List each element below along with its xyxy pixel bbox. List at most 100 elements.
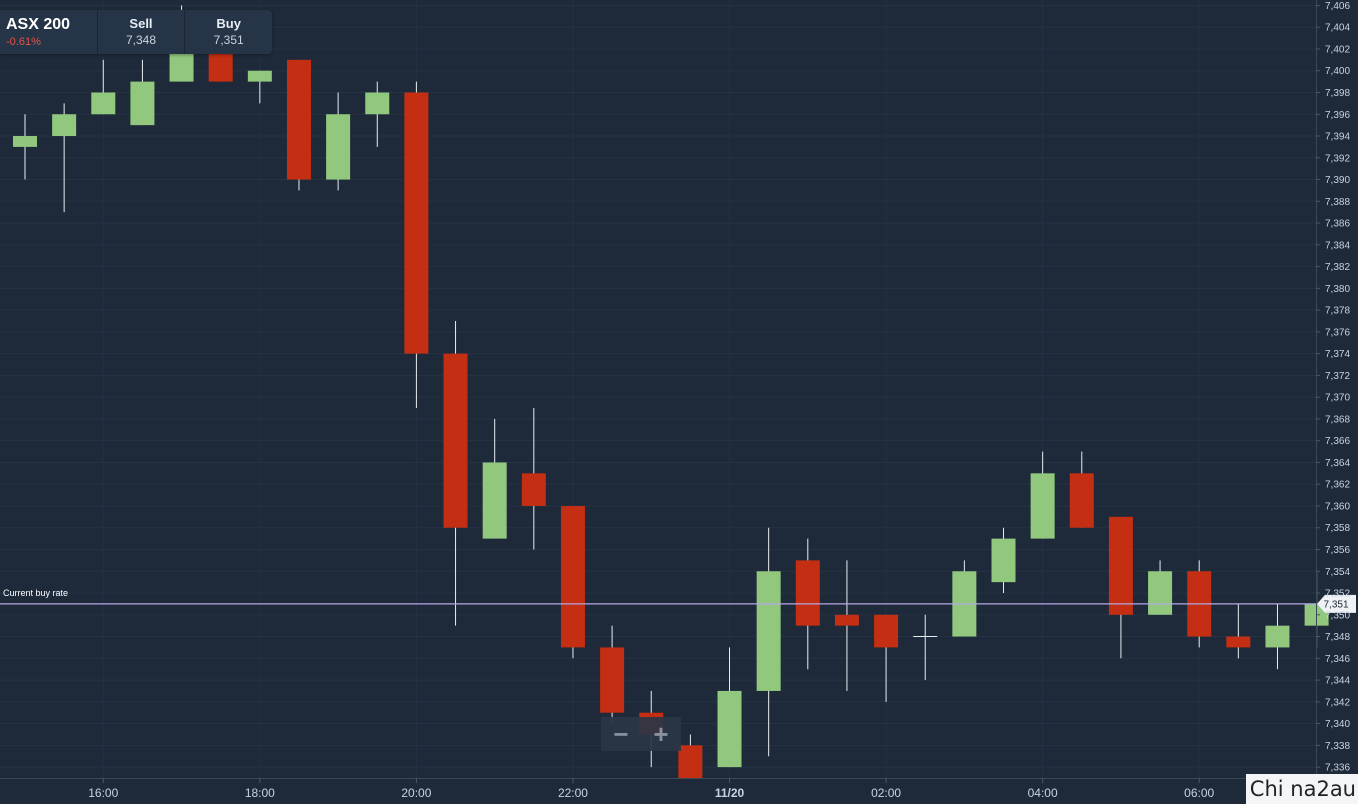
y-tick-label: 7,350 bbox=[1325, 610, 1350, 621]
candle-body bbox=[482, 462, 507, 539]
y-tick-label: 7,344 bbox=[1325, 676, 1350, 687]
y-tick-label: 7,398 bbox=[1325, 88, 1350, 99]
y-tick-label: 7,336 bbox=[1325, 763, 1350, 774]
y-tick-label: 7,386 bbox=[1325, 219, 1350, 230]
candle-body bbox=[560, 505, 585, 648]
x-tick-label: 04:00 bbox=[1028, 786, 1058, 800]
candle bbox=[874, 614, 899, 702]
x-tick-label: 16:00 bbox=[88, 786, 118, 800]
sell-price: 7,348 bbox=[125, 33, 156, 47]
candle bbox=[1108, 516, 1133, 659]
zoom-controls: − + bbox=[601, 717, 681, 751]
y-tick-label: 7,400 bbox=[1325, 66, 1350, 77]
y-tick-label: 7,360 bbox=[1325, 501, 1350, 512]
y-tick-label: 7,366 bbox=[1325, 436, 1350, 447]
y-tick-label: 7,390 bbox=[1325, 175, 1350, 186]
watermark-text: Chi na2au bbox=[1245, 774, 1358, 804]
current-rate-badge bbox=[1317, 594, 1356, 613]
candle-body bbox=[1265, 625, 1290, 648]
y-tick-label: 7,384 bbox=[1325, 240, 1350, 251]
candle bbox=[521, 408, 546, 550]
candle bbox=[286, 59, 311, 191]
candle bbox=[717, 647, 742, 768]
candle-body bbox=[678, 745, 703, 778]
zoom-out-button[interactable]: − bbox=[613, 718, 629, 749]
candle bbox=[482, 418, 507, 539]
y-tick-label: 7,404 bbox=[1325, 23, 1350, 34]
y-tick-label: 7,394 bbox=[1325, 132, 1350, 143]
candle bbox=[443, 320, 468, 626]
candle bbox=[600, 625, 625, 724]
candle-body bbox=[13, 136, 37, 147]
candle-body bbox=[52, 114, 77, 137]
candle bbox=[326, 92, 351, 191]
grid-lines bbox=[0, 4, 1316, 768]
candle-body bbox=[756, 571, 781, 691]
y-tick-label: 7,362 bbox=[1325, 480, 1350, 491]
candle-body bbox=[326, 114, 351, 180]
candle-body bbox=[717, 690, 742, 768]
candle-body bbox=[404, 92, 429, 354]
candle bbox=[795, 538, 820, 670]
candle-body bbox=[91, 92, 116, 115]
candle bbox=[560, 505, 585, 659]
sell-button[interactable]: Sell 7,348 bbox=[96, 10, 185, 54]
candle-body bbox=[443, 353, 468, 528]
y-tick-label: 7,392 bbox=[1325, 153, 1350, 164]
y-tick-label: 7,354 bbox=[1325, 567, 1350, 578]
candle bbox=[991, 527, 1016, 594]
candles bbox=[13, 5, 1329, 778]
candle bbox=[13, 114, 37, 180]
candle bbox=[404, 81, 429, 409]
candle bbox=[130, 59, 155, 126]
candle bbox=[1226, 603, 1251, 659]
candle bbox=[678, 734, 703, 778]
candle-body bbox=[1030, 473, 1055, 539]
candle-body bbox=[365, 92, 390, 115]
candle-body bbox=[834, 614, 859, 626]
y-tick-label: 7,358 bbox=[1325, 523, 1350, 534]
sell-label: Sell bbox=[129, 16, 153, 31]
buy-button[interactable]: Buy 7,351 bbox=[184, 10, 272, 54]
current-rate-label: Current buy rate bbox=[3, 588, 68, 598]
y-tick-label: 7,388 bbox=[1325, 197, 1350, 208]
y-axis: 7,336 7,338 7,340 7,342 7,344 7,346 7,348 7,350… bbox=[1316, 0, 1350, 778]
x-tick-label: 06:00 bbox=[1184, 786, 1214, 800]
y-tick-label: 7,338 bbox=[1325, 741, 1350, 752]
x-tick-label: 02:00 bbox=[871, 786, 901, 800]
quote-panel: ASX 200 -0.61% Sell 7,348 Buy 7,351 bbox=[0, 10, 272, 54]
y-tick-label: 7,372 bbox=[1325, 371, 1350, 382]
candle bbox=[1148, 560, 1173, 615]
zoom-in-button[interactable]: + bbox=[653, 718, 669, 749]
candle bbox=[365, 81, 390, 147]
y-tick-label: 7,364 bbox=[1325, 458, 1350, 469]
candle-body bbox=[1226, 636, 1251, 648]
y-tick-label: 7,368 bbox=[1325, 414, 1350, 425]
candle-body bbox=[521, 473, 546, 506]
candle-body bbox=[600, 647, 625, 713]
y-tick-label: 7,402 bbox=[1325, 44, 1350, 55]
x-tick-label: 11/20 bbox=[715, 786, 745, 800]
candle bbox=[52, 103, 77, 213]
y-tick-label: 7,370 bbox=[1325, 393, 1350, 404]
price-change: -0.61% bbox=[6, 35, 41, 48]
current-rate-line: Current buy rate 7,351 bbox=[0, 588, 1356, 613]
candle bbox=[913, 614, 938, 681]
y-tick-label: 7,376 bbox=[1325, 327, 1350, 338]
y-tick-label: 7,380 bbox=[1325, 284, 1350, 295]
y-tick-label: 7,348 bbox=[1325, 632, 1350, 643]
y-tick-label: 7,352 bbox=[1325, 589, 1350, 600]
candle bbox=[1030, 451, 1055, 539]
y-tick-label: 7,396 bbox=[1325, 110, 1350, 121]
y-tick-label: 7,342 bbox=[1325, 697, 1350, 708]
instrument-name: ASX 200 bbox=[6, 15, 71, 33]
y-tick-label: 7,406 bbox=[1325, 1, 1350, 12]
current-rate-value: 7,351 bbox=[1323, 599, 1348, 610]
candle-body bbox=[795, 560, 820, 626]
candle-body bbox=[286, 59, 311, 180]
candle bbox=[756, 527, 781, 757]
candle-body bbox=[1148, 571, 1173, 615]
candle bbox=[834, 560, 859, 691]
candle-body bbox=[991, 538, 1016, 583]
